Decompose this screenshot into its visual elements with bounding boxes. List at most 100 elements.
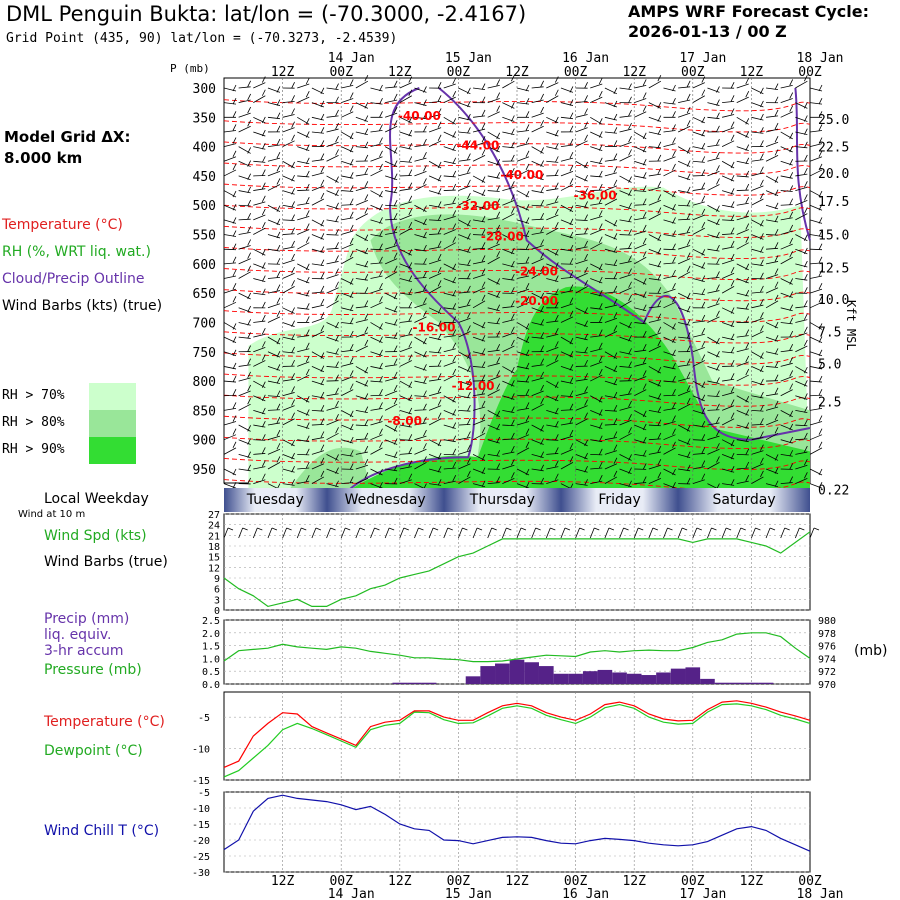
precip-tick-label: 2.5 [202, 616, 220, 627]
wind-barb [384, 252, 398, 265]
wind-barb [370, 349, 383, 357]
precip-tick-label: 0.0 [202, 680, 220, 691]
wind-barb [619, 215, 632, 223]
wind-chill-line [223, 794, 811, 852]
wind-barb [663, 217, 676, 224]
wind-barb [428, 174, 442, 182]
wind-chill-panel: -30 -25 -20 -15 -10 -5 [192, 788, 811, 879]
wind-barb [267, 204, 281, 212]
wind-barb [780, 158, 794, 166]
wind-barb [502, 194, 515, 206]
wind-barb [809, 468, 823, 476]
wind-barb [780, 304, 794, 312]
wind-barb [297, 197, 310, 206]
wind-barb [385, 305, 398, 313]
wind-barb [355, 154, 369, 162]
wind-barb [223, 362, 237, 370]
wind-barb [473, 361, 486, 368]
wind-barb [297, 116, 310, 125]
wind-barb [619, 136, 632, 147]
wind-barb [722, 227, 735, 235]
temp-dewpoint-panel: -15 -10 -5 [192, 691, 811, 787]
wind-barb [502, 393, 515, 400]
wind-barb [692, 195, 706, 206]
wind-barb [721, 267, 735, 279]
wind-barb [297, 157, 310, 165]
wind-barb [414, 125, 427, 133]
top-time-label: 00Z [329, 65, 353, 80]
panel-tick-label: 24 [208, 521, 220, 532]
wind-barb [311, 351, 325, 359]
wind-barb [355, 102, 369, 109]
wind-barb [736, 183, 750, 191]
wind-barb [502, 247, 515, 255]
wind-barb [604, 431, 618, 441]
wind-barb [619, 294, 632, 309]
wind-barb [692, 288, 706, 296]
wind-barb [311, 246, 325, 253]
wind-barb [809, 389, 823, 397]
wind-barb [472, 294, 486, 309]
wind-barb [663, 124, 676, 133]
wind-barb [648, 339, 662, 353]
wind-barb [472, 348, 486, 355]
wind-barb [678, 319, 691, 326]
wind-barb [795, 234, 808, 242]
wind-barb [707, 112, 720, 120]
panel-tick-label: 12 [208, 563, 220, 574]
wind-barb [721, 121, 735, 133]
pressure-tick-label: 300 [193, 82, 216, 97]
wind-barb [238, 332, 252, 339]
wind-barb [443, 329, 457, 338]
wind-barb [414, 377, 427, 384]
wind-barb [458, 391, 471, 399]
wind-barb [399, 169, 413, 177]
wind-barb [531, 199, 545, 207]
wind-barb [531, 80, 545, 89]
wind-barb [487, 198, 501, 206]
wind-barb [502, 406, 515, 413]
wind-barb [546, 116, 559, 124]
wind-barb [516, 336, 530, 343]
wind-barb [443, 422, 457, 429]
wind-barb [341, 291, 354, 298]
rh90-swatch [89, 437, 136, 464]
wind-barb [751, 140, 764, 148]
wind-barb [370, 322, 383, 330]
wind-barb [531, 292, 545, 300]
wind-barb [692, 182, 706, 191]
wind-barb [238, 358, 252, 367]
pressure-tick-label: 650 [193, 287, 216, 302]
wind-barb [531, 160, 545, 167]
surface-wind-barb [794, 527, 805, 539]
wind-barb [575, 466, 588, 473]
wind-barb [487, 158, 501, 166]
wind-barb [370, 137, 383, 148]
wind-barb [443, 409, 457, 416]
forecast-cycle-label: AMPS WRF Forecast Cycle: [628, 2, 870, 21]
wind-barb [648, 287, 662, 294]
wind-barb [267, 403, 281, 411]
top-date-label: 17 Jan [679, 51, 726, 66]
wind-barb [516, 402, 530, 411]
wind-barb [765, 83, 779, 90]
wind-barb [355, 75, 369, 89]
wind-barb [590, 329, 603, 338]
wind-barb [223, 150, 237, 162]
wind-barb [531, 319, 545, 326]
wind-barb [355, 472, 369, 485]
wind-barb [458, 113, 471, 121]
wind-barb [326, 480, 339, 488]
surface-wind-barb [267, 527, 278, 539]
wind-barb [721, 280, 735, 294]
wind-barb [560, 125, 574, 133]
wind-barb [223, 441, 237, 455]
wind-barb [267, 377, 281, 384]
bottom-date-label: 15 Jan [445, 887, 492, 900]
surface-wind-barb [721, 527, 732, 539]
wind-barb [604, 272, 618, 280]
surface-wind-barb [487, 527, 497, 539]
wind-barb [678, 451, 691, 459]
wind-barb [385, 93, 398, 104]
wind-barb [707, 244, 720, 252]
